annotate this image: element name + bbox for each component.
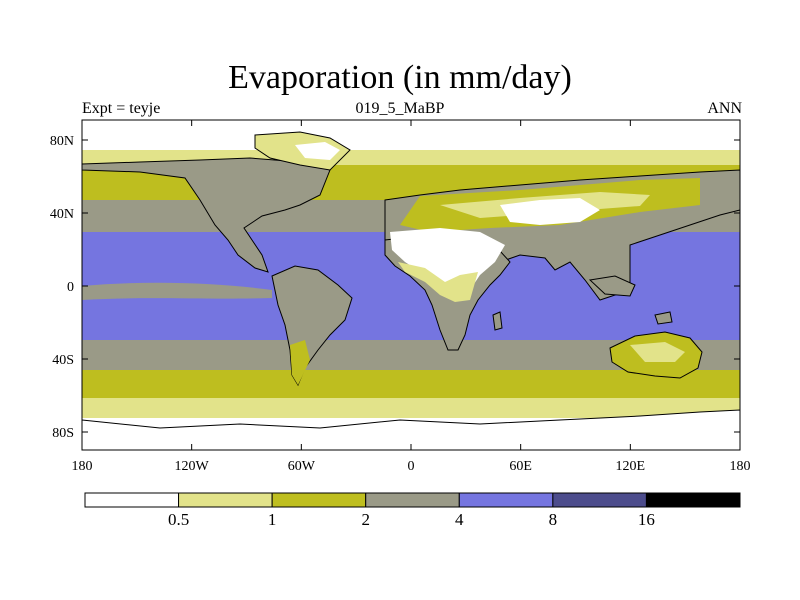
colorbar-label: 16	[638, 510, 655, 529]
sahel-pale	[398, 262, 478, 302]
lon-label: 60W	[288, 459, 316, 474]
lon-label: 120E	[616, 459, 646, 474]
sahara-desert	[390, 228, 505, 298]
south-pale-band	[82, 398, 740, 420]
north-america	[82, 157, 331, 273]
lat-label: 80S	[52, 426, 74, 441]
colorbar-label: 8	[549, 510, 558, 529]
experiment-label: Expt = teyje	[82, 100, 161, 117]
lon-label: 180	[730, 459, 751, 474]
lat-label: 40S	[52, 353, 74, 368]
lon-ticks	[81, 120, 741, 450]
colorbar	[84, 492, 741, 508]
antarctica	[82, 409, 740, 450]
lon-labels: 180 120W 60W 0 60E 120E 180	[72, 459, 751, 474]
lat-label: 80N	[50, 134, 74, 149]
lat-label: 40N	[50, 207, 74, 222]
lat-labels: 80N 40N 0 40S 80S	[50, 134, 74, 441]
arctic-white-patch	[295, 142, 340, 160]
colorbar-swatch	[84, 492, 180, 508]
colorbar-swatch	[552, 492, 647, 508]
lon-label: 120W	[175, 459, 210, 474]
period-label: 019_5_MaBP	[355, 100, 445, 117]
lon-label: 60E	[509, 459, 532, 474]
colorbar-swatch	[645, 492, 741, 508]
colorbar-label: 0.5	[168, 510, 189, 529]
australia-pale	[630, 342, 685, 362]
indonesia	[588, 275, 636, 297]
new-guinea	[654, 311, 673, 325]
lat-ticks	[82, 139, 740, 433]
central-asia-desert	[500, 198, 600, 225]
colorbar-swatch	[178, 492, 273, 508]
lon-label: 180	[72, 459, 93, 474]
lat-label: 0	[67, 280, 74, 295]
colorbar-label: 4	[455, 510, 464, 529]
south-america-olive	[290, 340, 310, 385]
colorbar-swatch	[458, 492, 554, 508]
madagascar	[492, 311, 503, 331]
south-olive-band	[82, 370, 740, 402]
colorbar-label: 2	[361, 510, 370, 529]
colorbar-labels: 0.5 1 2 4 8 16	[168, 510, 655, 529]
lon-label: 0	[408, 459, 415, 474]
map-title: Evaporation (in mm/day)	[228, 59, 572, 96]
colorbar-label: 1	[268, 510, 277, 529]
colorbar-swatch	[365, 492, 460, 508]
colorbar-swatch	[271, 492, 367, 508]
pacific-equatorial-tongue	[82, 282, 272, 300]
season-label: ANN	[707, 100, 742, 117]
